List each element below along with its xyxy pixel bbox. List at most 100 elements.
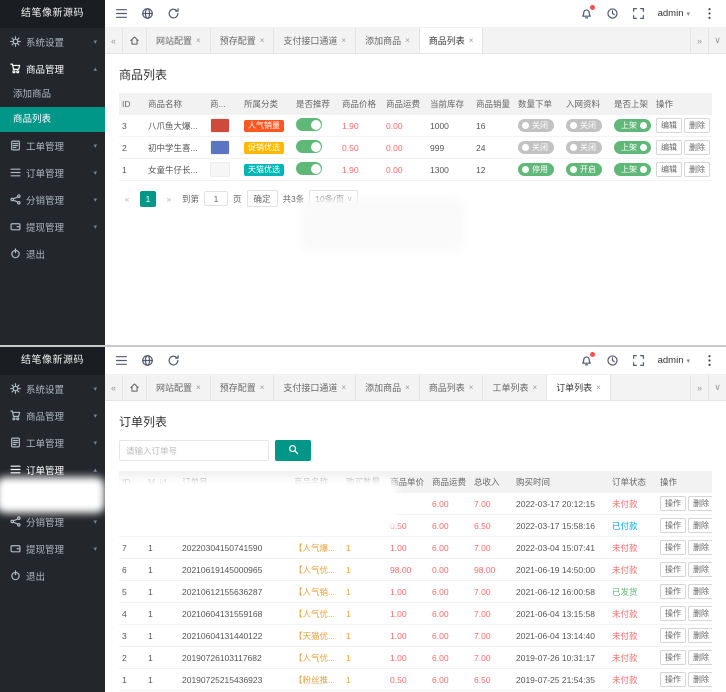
tab[interactable]: 网站配置 × (147, 375, 211, 400)
sidebar-item-work-orders[interactable]: 工单管理 ▾ (0, 132, 105, 159)
operate-button[interactable]: 操作 (660, 672, 686, 687)
delete-button[interactable]: 删除 (688, 496, 712, 511)
tab-close-icon[interactable]: × (405, 36, 410, 45)
tabs-menu-icon[interactable]: ∨ (708, 28, 726, 53)
per-page-select[interactable]: 10条/页 ∨ (309, 190, 359, 207)
operate-button[interactable]: 操作 (660, 584, 686, 599)
tab[interactable]: 支付接口通道 × (274, 375, 357, 400)
delete-button[interactable]: 删除 (688, 628, 712, 643)
tab-close-icon[interactable]: × (259, 36, 265, 45)
tab[interactable]: 添加商品 × (356, 28, 420, 53)
tabs-scroll-left-icon[interactable]: « (105, 28, 123, 53)
fullscreen-icon[interactable] (632, 7, 645, 20)
listed-button[interactable]: 上架 (614, 163, 651, 176)
edit-button[interactable]: 编辑 (656, 140, 682, 155)
sidebar-item-product-management[interactable]: 商品管理 ▴ (0, 55, 105, 82)
operate-button[interactable]: 操作 (660, 518, 686, 533)
menu-toggle-icon[interactable] (115, 354, 128, 367)
tab[interactable]: 预存配置 × (211, 28, 275, 53)
menu-toggle-icon[interactable] (115, 7, 128, 20)
net-data-toggle[interactable]: 关闭 (566, 119, 602, 132)
tab[interactable]: 工单列表 × (483, 375, 548, 400)
tab[interactable]: 网站配置 × (147, 28, 211, 53)
listed-button[interactable]: 上架 (614, 119, 651, 132)
delete-button[interactable]: 删除 (688, 562, 712, 577)
next-page-button[interactable]: » (166, 193, 172, 204)
recommend-toggle[interactable] (296, 162, 322, 175)
tab-close-icon[interactable]: × (532, 383, 538, 392)
prev-page-button[interactable]: « (124, 193, 130, 204)
recommend-toggle[interactable] (296, 140, 322, 153)
edit-button[interactable]: 编辑 (656, 162, 682, 177)
operate-button[interactable]: 操作 (660, 650, 686, 665)
refresh-icon[interactable] (167, 7, 180, 20)
more-vertical-icon[interactable] (703, 354, 716, 367)
sidebar-item-distribution[interactable]: 分销管理 ▾ (0, 186, 105, 213)
operate-button[interactable]: 操作 (660, 496, 686, 511)
delete-button[interactable]: 删除 (684, 118, 710, 133)
tab-close-icon[interactable]: × (596, 383, 601, 392)
delete-button[interactable]: 删除 (688, 518, 712, 533)
tab[interactable]: 商品列表 × (419, 28, 484, 53)
sidebar-item-withdraw[interactable]: 提现管理 ▾ (0, 535, 105, 562)
operate-button[interactable]: 操作 (660, 606, 686, 621)
sidebar-item-logout[interactable]: 退出 (0, 562, 105, 589)
sidebar-subitem-product-list[interactable]: 商品列表 (0, 107, 105, 132)
tabs-scroll-right-icon[interactable]: » (690, 28, 708, 53)
goto-page-input[interactable] (204, 191, 229, 206)
sidebar-item-work-orders[interactable]: 工单管理 ▾ (0, 429, 105, 456)
globe-icon[interactable] (141, 7, 154, 20)
fullscreen-icon[interactable] (632, 354, 645, 367)
sidebar-item-product-management[interactable]: 商品管理 ▾ (0, 402, 105, 429)
qty-order-toggle[interactable]: 关闭 (518, 119, 554, 132)
qty-order-toggle[interactable]: 关闭 (518, 141, 554, 154)
tabs-scroll-right-icon[interactable]: » (690, 375, 708, 400)
tab-close-icon[interactable]: × (196, 36, 201, 45)
home-tab-icon[interactable] (123, 375, 147, 400)
sidebar-item-orders[interactable]: 订单管理 ▴ (0, 456, 105, 483)
clock-icon[interactable] (606, 7, 619, 20)
operate-button[interactable]: 操作 (660, 628, 686, 643)
tab-close-icon[interactable]: × (468, 36, 474, 45)
tab-close-icon[interactable]: × (259, 383, 265, 392)
delete-button[interactable]: 删除 (688, 584, 712, 599)
sidebar-item-withdraw[interactable]: 提现管理 ▾ (0, 213, 105, 240)
sidebar-item-system-settings[interactable]: 系统设置 ▾ (0, 28, 105, 55)
current-page[interactable]: 1 (140, 190, 156, 207)
delete-button[interactable]: 删除 (684, 140, 710, 155)
user-menu[interactable]: admin ▾ (658, 355, 690, 366)
notification-bell-icon[interactable] (580, 5, 595, 20)
operate-button[interactable]: 操作 (660, 562, 686, 577)
order-search-input[interactable] (119, 440, 269, 461)
tab[interactable]: 支付接口通道 × (274, 28, 357, 53)
tab[interactable]: 订单列表 × (547, 375, 611, 400)
delete-button[interactable]: 删除 (688, 672, 712, 687)
globe-icon[interactable] (141, 354, 154, 367)
notification-bell-icon[interactable] (580, 352, 595, 367)
tab[interactable]: 预存配置 × (211, 375, 275, 400)
delete-button[interactable]: 删除 (688, 540, 712, 555)
tab-close-icon[interactable]: × (468, 383, 474, 392)
tab[interactable]: 添加商品 × (356, 375, 420, 400)
confirm-page-button[interactable]: 确定 (246, 190, 278, 207)
search-button[interactable] (275, 440, 311, 461)
tab-close-icon[interactable]: × (341, 383, 347, 392)
tab-close-icon[interactable]: × (341, 36, 347, 45)
edit-button[interactable]: 编辑 (656, 118, 682, 133)
qty-order-toggle[interactable]: 停用 (518, 163, 554, 176)
tabs-menu-icon[interactable]: ∨ (708, 375, 726, 400)
operate-button[interactable]: 操作 (660, 540, 686, 555)
recommend-toggle[interactable] (296, 118, 322, 131)
sidebar-item-distribution[interactable]: 分销管理 ▾ (0, 508, 105, 535)
net-data-toggle[interactable]: 关闭 (566, 141, 602, 154)
listed-button[interactable]: 上架 (614, 141, 651, 154)
user-menu[interactable]: admin ▾ (658, 8, 690, 19)
delete-button[interactable]: 删除 (684, 162, 710, 177)
delete-button[interactable]: 删除 (688, 606, 712, 621)
sidebar-item-system-settings[interactable]: 系统设置 ▾ (0, 375, 105, 402)
tab-close-icon[interactable]: × (196, 383, 201, 392)
sidebar-item-logout[interactable]: 退出 (0, 240, 105, 267)
tab-close-icon[interactable]: × (405, 383, 410, 392)
sidebar-item-orders[interactable]: 订单管理 ▾ (0, 159, 105, 186)
home-tab-icon[interactable] (123, 28, 147, 53)
